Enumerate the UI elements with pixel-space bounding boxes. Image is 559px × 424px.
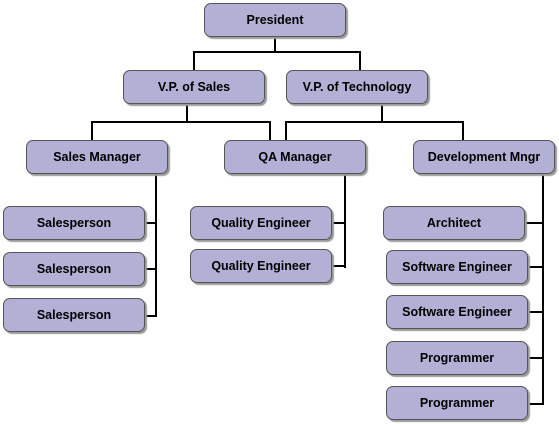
sales-manager-node: Sales Manager: [26, 140, 168, 174]
connector: [91, 121, 93, 140]
connector: [186, 103, 188, 122]
connector: [526, 403, 544, 405]
connector: [522, 222, 544, 224]
connector: [285, 121, 287, 140]
connector: [193, 51, 195, 71]
salesperson-node: Salesperson: [3, 206, 145, 240]
connector: [269, 121, 271, 140]
connector: [344, 173, 346, 268]
president-node: President: [204, 3, 346, 37]
vp-sales-node: V.P. of Sales: [123, 70, 265, 104]
connector: [381, 103, 383, 122]
connector: [144, 268, 157, 270]
connector: [332, 265, 346, 267]
connector: [542, 173, 544, 405]
connector: [526, 266, 544, 268]
salesperson-node: Salesperson: [3, 298, 145, 332]
connector: [91, 121, 271, 123]
programmer-node: Programmer: [386, 341, 528, 375]
connector: [274, 37, 276, 52]
connector: [526, 311, 544, 313]
qa-manager-node: QA Manager: [224, 140, 366, 174]
programmer-node: Programmer: [386, 386, 528, 420]
quality-engineer-node: Quality Engineer: [190, 206, 332, 240]
salesperson-node: Salesperson: [3, 252, 145, 286]
connector: [359, 51, 361, 71]
connector: [332, 222, 346, 224]
software-engineer-node: Software Engineer: [386, 295, 528, 329]
software-engineer-node: Software Engineer: [386, 250, 528, 284]
connector: [144, 315, 157, 317]
connector: [526, 357, 544, 359]
connector: [193, 51, 361, 53]
architect-node: Architect: [383, 206, 525, 240]
connector: [144, 222, 157, 224]
development-manager-node: Development Mngr: [413, 140, 555, 174]
connector: [155, 173, 157, 317]
vp-technology-node: V.P. of Technology: [286, 70, 428, 104]
connector: [462, 121, 464, 140]
quality-engineer-node: Quality Engineer: [190, 249, 332, 283]
connector: [285, 121, 464, 123]
